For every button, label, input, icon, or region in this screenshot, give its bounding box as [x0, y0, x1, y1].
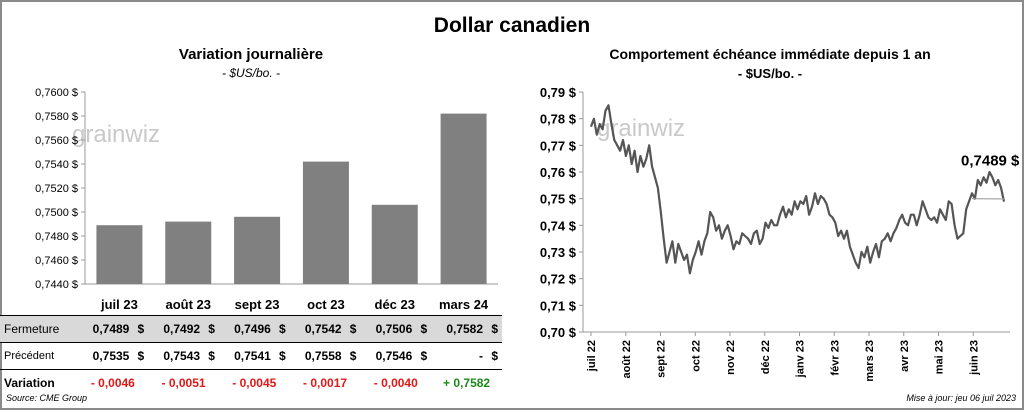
x-tick-label: mai 23	[934, 340, 946, 374]
close-value: 0,7582	[431, 315, 484, 343]
y-tick-label: 0,78 $	[540, 112, 577, 127]
close-value: 0,7542	[289, 315, 342, 343]
variation-label: Variation	[0, 369, 78, 396]
y-tick-label: 0,75 $	[540, 192, 577, 207]
currency-symbol: $	[341, 315, 361, 343]
previous-label: Précédent	[4, 350, 55, 362]
x-tick-label: oct 23	[307, 297, 345, 312]
variation-value: - 0,0045	[218, 369, 290, 396]
bar	[234, 216, 281, 284]
currency-symbol: $	[412, 315, 432, 343]
previous-value: 0,7541	[234, 349, 271, 363]
left-chart-unit: - $US/bo. -	[221, 66, 281, 80]
right-chart-unit: - $US/bo. -	[737, 66, 803, 81]
y-tick-label: 0,74 $	[540, 218, 577, 233]
previous-value: 0,7546	[375, 349, 413, 363]
currency-symbol: $	[129, 315, 149, 343]
close-value: 0,7506	[360, 315, 413, 343]
page-title: Dollar canadien	[433, 14, 591, 37]
close-value: 0,7496	[218, 315, 271, 343]
currency-symbol: $	[270, 315, 290, 343]
y-tick-label: 0,76 $	[540, 165, 577, 180]
currency-symbol: $	[349, 349, 357, 363]
price-table: Fermeture 0,7489 $ 0,7492 $ 0,7496 $ 0,7542…	[0, 315, 502, 396]
currency-symbol: $	[200, 315, 219, 343]
x-tick-label: août 23	[165, 297, 211, 312]
currency-symbol: $	[137, 349, 145, 363]
bar	[302, 161, 349, 284]
x-tick-label: juil 22	[586, 340, 598, 372]
y-tick-label: 0,70 $	[540, 325, 577, 340]
price-line	[589, 104, 1006, 275]
x-tick-label: avr 23	[899, 340, 911, 372]
x-tick-label: juil 23	[100, 297, 138, 312]
bar	[165, 221, 212, 284]
y-tick-label: 0,7460 $	[35, 255, 78, 267]
y-tick-label: 0,7560 $	[35, 135, 78, 147]
previous-row: Précédent 0,7535 $ 0,7543 $ 0,7541 $ 0,7558…	[0, 343, 502, 370]
watermark-text: grainwiz	[72, 121, 160, 148]
source-note: Source: CME Group	[6, 393, 88, 403]
x-tick-label: févr 23	[829, 340, 841, 375]
variation-value: - 0,0040	[360, 369, 432, 396]
x-tick-label: août 22	[621, 340, 633, 379]
variation-value: - 0,0051	[148, 369, 219, 396]
x-tick-label: mars 24	[439, 297, 489, 312]
previous-value: 0,7535	[92, 349, 130, 363]
currency-symbol: $	[208, 349, 215, 363]
currency-symbol: $	[491, 349, 498, 363]
previous-value: 0,7543	[163, 349, 201, 363]
variation-row: Variation - 0,0046 - 0,0051 - 0,0045 - 0…	[0, 369, 502, 396]
x-tick-label: mars 23	[864, 340, 876, 382]
left-chart-title: Variation journalière	[178, 46, 324, 63]
x-tick-label: juin 23	[968, 340, 980, 376]
bar	[96, 225, 143, 284]
x-tick-label: sept 23	[235, 297, 280, 312]
update-date: Mise à jour: jeu 06 juil 2023	[906, 393, 1016, 403]
x-tick-label: oct 22	[690, 340, 702, 372]
close-value: 0,7492	[148, 315, 201, 343]
variation-value: - 0,0046	[77, 369, 149, 396]
y-tick-label: 0,7500 $	[35, 207, 78, 219]
variation-value: - 0,0017	[289, 369, 361, 396]
bar	[371, 204, 418, 284]
x-tick-label: janv 23	[795, 340, 807, 378]
previous-value: -	[479, 349, 484, 363]
close-row: Fermeture 0,7489 $ 0,7492 $ 0,7496 $ 0,7542…	[0, 315, 502, 343]
y-tick-label: 0,7480 $	[35, 231, 78, 243]
x-tick-label: déc 22	[760, 340, 772, 374]
close-value: 0,7489	[77, 315, 130, 343]
y-tick-label: 0,7580 $	[35, 111, 78, 123]
x-tick-label: nov 22	[725, 340, 737, 375]
x-tick-label: déc 23	[375, 297, 415, 312]
y-tick-label: 0,73 $	[540, 245, 577, 260]
bar-chart: grainwiz 0,7440 $ 0,7460 $ 0,7480 $ 0,7500 $…	[35, 87, 498, 312]
y-tick-label: 0,7540 $	[35, 159, 78, 171]
bar	[440, 113, 487, 284]
close-label: Fermeture	[0, 315, 78, 343]
currency-symbol: $	[483, 315, 502, 343]
y-tick-label: 0,7600 $	[35, 87, 78, 99]
currency-symbol: $	[420, 349, 428, 363]
y-tick-label: 0,71 $	[540, 298, 577, 313]
y-tick-label: 0,77 $	[540, 138, 577, 153]
y-tick-label: 0,7520 $	[35, 183, 78, 195]
variation-value: + 0,7582	[431, 369, 502, 396]
last-value-label: 0,7489 $	[961, 152, 1020, 169]
y-tick-label: 0,7440 $	[35, 279, 78, 291]
y-tick-label: 0,72 $	[540, 272, 577, 287]
currency-symbol: $	[278, 349, 286, 363]
previous-value: 0,7558	[304, 349, 342, 363]
x-tick-label: sept 22	[656, 340, 668, 378]
y-tick-label: 0,79 $	[540, 85, 577, 100]
right-chart-title: Comportement échéance immédiate depuis 1…	[609, 46, 931, 62]
